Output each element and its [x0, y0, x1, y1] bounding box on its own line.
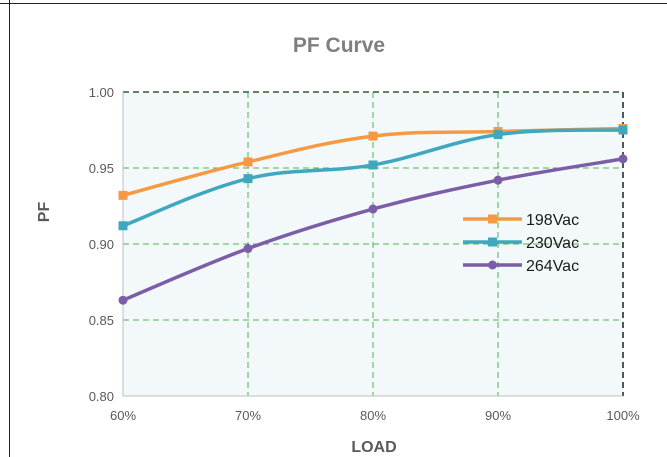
data-point: [368, 131, 378, 141]
label-layer: 0.80 0.85 0.90 0.95 1.00 60% 70% 80% 90% 100%: [89, 85, 640, 423]
data-point: [243, 174, 253, 184]
x-tick-label: 90%: [485, 408, 511, 423]
data-point: [368, 204, 378, 214]
data-point: [118, 221, 128, 231]
x-tick-label: 100%: [606, 408, 640, 423]
legend-item: 198Vac: [463, 212, 579, 229]
data-point: [118, 190, 128, 200]
frame-left-border: [9, 0, 10, 457]
chart-title: PF Curve: [293, 34, 385, 57]
legend-item: 264Vac: [463, 258, 579, 275]
y-tick-label: 0.80: [89, 389, 114, 404]
y-tick-label: 0.95: [89, 161, 114, 176]
legend-marker: [488, 237, 497, 247]
legend-label: 264Vac: [526, 258, 579, 275]
data-point: [243, 244, 253, 254]
data-point: [618, 125, 628, 135]
data-point: [493, 130, 503, 140]
data-point: [243, 157, 253, 167]
data-point: [368, 160, 378, 170]
data-point: [618, 154, 628, 164]
x-tick-label: 60%: [110, 408, 136, 423]
series-264Vac: [118, 154, 628, 305]
y-tick-label: 1.00: [89, 85, 114, 100]
y-tick-label: 0.90: [89, 237, 114, 252]
legend-marker: [488, 214, 497, 224]
frame-top-border: [0, 3, 667, 4]
legend-label: 198Vac: [526, 212, 579, 229]
legend-label: 230Vac: [526, 235, 579, 252]
y-axis-title: PF: [36, 202, 53, 223]
legend-marker: [488, 260, 497, 270]
legend-item: 230Vac: [463, 235, 579, 252]
axis-layer: [122, 91, 624, 397]
series-layer: [118, 123, 628, 305]
x-axis-title: LOAD: [351, 439, 396, 456]
series-230Vac: [118, 125, 628, 231]
data-point: [118, 295, 128, 305]
x-tick-label: 70%: [235, 408, 261, 423]
x-tick-label: 80%: [360, 408, 386, 423]
legend: 198Vac 230Vac 264Vac: [463, 212, 579, 275]
y-tick-label: 0.85: [89, 313, 114, 328]
data-point: [493, 175, 503, 185]
